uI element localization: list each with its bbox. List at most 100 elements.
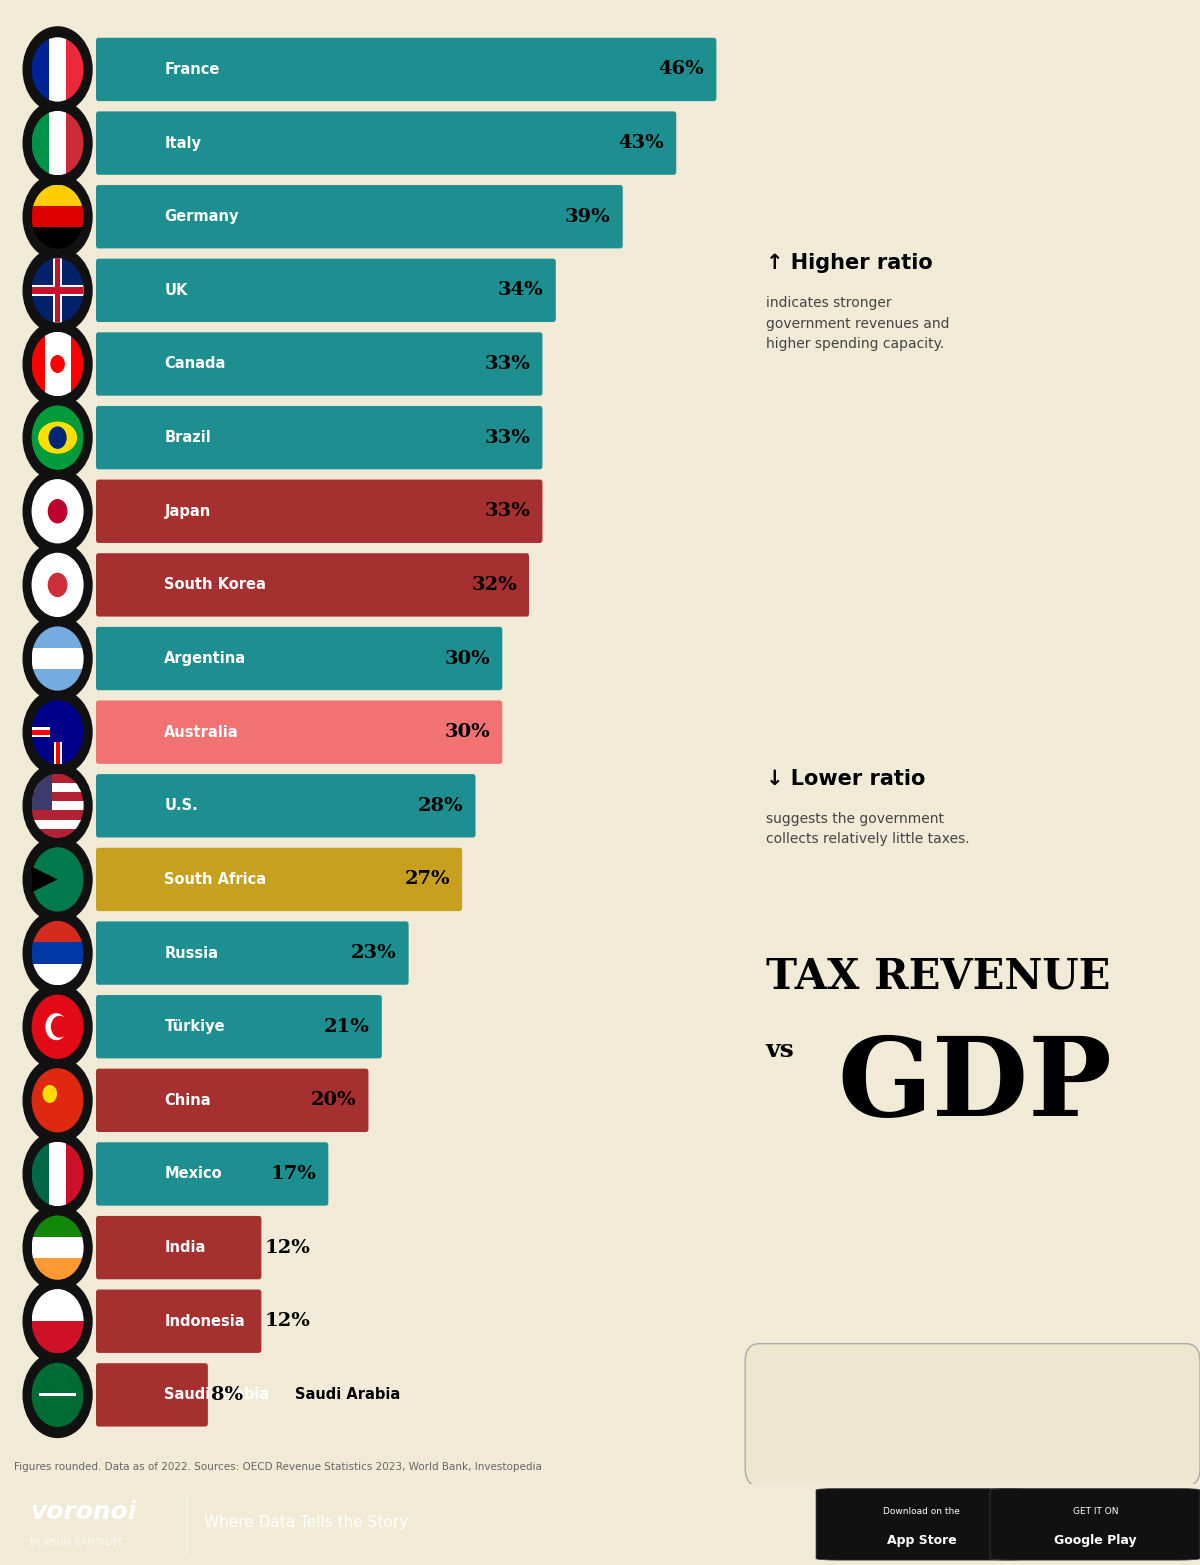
Bar <box>54 742 61 764</box>
Text: Figures rounded. Data as of 2022. Sources: OECD Revenue Statistics 2023, World B: Figures rounded. Data as of 2022. Source… <box>14 1462 542 1471</box>
Circle shape <box>23 247 92 333</box>
Bar <box>55 742 60 764</box>
Text: ↑ Higher ratio: ↑ Higher ratio <box>766 254 932 274</box>
Text: 33%: 33% <box>485 429 530 446</box>
Circle shape <box>23 764 92 848</box>
Bar <box>31 1290 84 1321</box>
Circle shape <box>23 543 92 628</box>
Circle shape <box>31 1363 84 1427</box>
FancyBboxPatch shape <box>96 405 542 470</box>
Bar <box>31 964 84 986</box>
Text: U.S.: U.S. <box>164 798 198 814</box>
FancyBboxPatch shape <box>990 1488 1200 1560</box>
FancyBboxPatch shape <box>96 1363 208 1427</box>
Bar <box>31 1258 84 1280</box>
Text: Japan: Japan <box>164 504 211 518</box>
Bar <box>31 207 84 227</box>
Text: Mexico: Mexico <box>164 1166 222 1182</box>
FancyBboxPatch shape <box>745 1344 1200 1487</box>
Text: India: India <box>164 1239 205 1255</box>
Circle shape <box>23 27 92 113</box>
Text: Saudi Arabia: Saudi Arabia <box>295 1388 401 1402</box>
Bar <box>71 332 84 396</box>
Bar <box>31 782 84 792</box>
FancyBboxPatch shape <box>96 775 475 837</box>
Circle shape <box>23 1131 92 1216</box>
Text: Australia: Australia <box>164 725 239 740</box>
Bar <box>31 920 84 942</box>
Bar <box>31 942 84 964</box>
Circle shape <box>23 321 92 407</box>
Text: 20%: 20% <box>311 1091 356 1110</box>
Circle shape <box>48 573 67 598</box>
Text: 46%: 46% <box>659 61 704 78</box>
Circle shape <box>31 479 84 543</box>
FancyBboxPatch shape <box>96 995 382 1058</box>
Text: GDP: GDP <box>838 1033 1112 1139</box>
Text: indicates stronger
government revenues and
higher spending capacity.: indicates stronger government revenues a… <box>766 296 949 351</box>
Text: ⓘ: ⓘ <box>781 1405 791 1424</box>
Circle shape <box>23 1058 92 1142</box>
Text: 12%: 12% <box>265 1238 311 1257</box>
Text: GET IT ON: GET IT ON <box>1073 1507 1118 1516</box>
Circle shape <box>23 837 92 922</box>
Text: suggests the government
collects relatively little taxes.: suggests the government collects relativ… <box>766 812 970 847</box>
Circle shape <box>31 258 84 322</box>
Text: voronoi: voronoi <box>30 1501 137 1524</box>
Circle shape <box>50 1016 68 1038</box>
FancyBboxPatch shape <box>96 479 542 543</box>
Bar <box>31 801 84 811</box>
Circle shape <box>23 394 92 480</box>
Bar <box>31 648 84 670</box>
Bar <box>31 1236 84 1258</box>
Text: China: China <box>164 1092 211 1108</box>
FancyBboxPatch shape <box>96 628 503 690</box>
Circle shape <box>31 552 84 617</box>
Text: South Africa: South Africa <box>164 872 266 887</box>
Text: 39%: 39% <box>565 208 611 225</box>
Circle shape <box>23 1352 92 1437</box>
Circle shape <box>31 700 84 764</box>
Circle shape <box>23 911 92 995</box>
Bar <box>31 820 84 829</box>
FancyBboxPatch shape <box>96 111 677 175</box>
Bar <box>31 773 53 811</box>
Circle shape <box>23 617 92 701</box>
Bar <box>66 1142 84 1207</box>
Text: 12%: 12% <box>265 1311 311 1330</box>
Text: Google Play: Google Play <box>1055 1534 1136 1548</box>
Polygon shape <box>31 867 58 892</box>
Bar <box>31 1321 84 1354</box>
Text: 28%: 28% <box>418 797 463 815</box>
Circle shape <box>46 1013 67 1041</box>
Bar <box>40 1393 76 1396</box>
Bar <box>31 227 84 249</box>
FancyBboxPatch shape <box>96 922 408 984</box>
Bar <box>53 258 62 322</box>
FancyBboxPatch shape <box>96 332 542 396</box>
Bar <box>49 38 66 102</box>
Circle shape <box>48 426 67 449</box>
Bar <box>31 773 84 782</box>
Bar <box>31 1216 84 1236</box>
Text: France: France <box>164 63 220 77</box>
Circle shape <box>23 1205 92 1290</box>
Text: BY VISUAL CAPITALIST: BY VISUAL CAPITALIST <box>30 1538 122 1546</box>
Circle shape <box>31 1069 84 1133</box>
Circle shape <box>31 847 84 911</box>
Bar <box>31 286 84 294</box>
Text: 30%: 30% <box>444 649 491 668</box>
Text: South Korea: South Korea <box>164 577 266 593</box>
Bar <box>31 829 84 837</box>
Text: TAX REVENUE: TAX REVENUE <box>766 956 1110 998</box>
Text: 21%: 21% <box>324 1017 370 1036</box>
Circle shape <box>31 994 84 1060</box>
Text: 30%: 30% <box>444 723 491 742</box>
Bar <box>31 285 84 296</box>
Bar <box>44 332 71 396</box>
FancyBboxPatch shape <box>816 1488 1026 1560</box>
Text: Russia: Russia <box>164 945 218 961</box>
Text: 33%: 33% <box>485 355 530 372</box>
Bar <box>49 111 66 175</box>
Text: 17%: 17% <box>270 1164 317 1183</box>
